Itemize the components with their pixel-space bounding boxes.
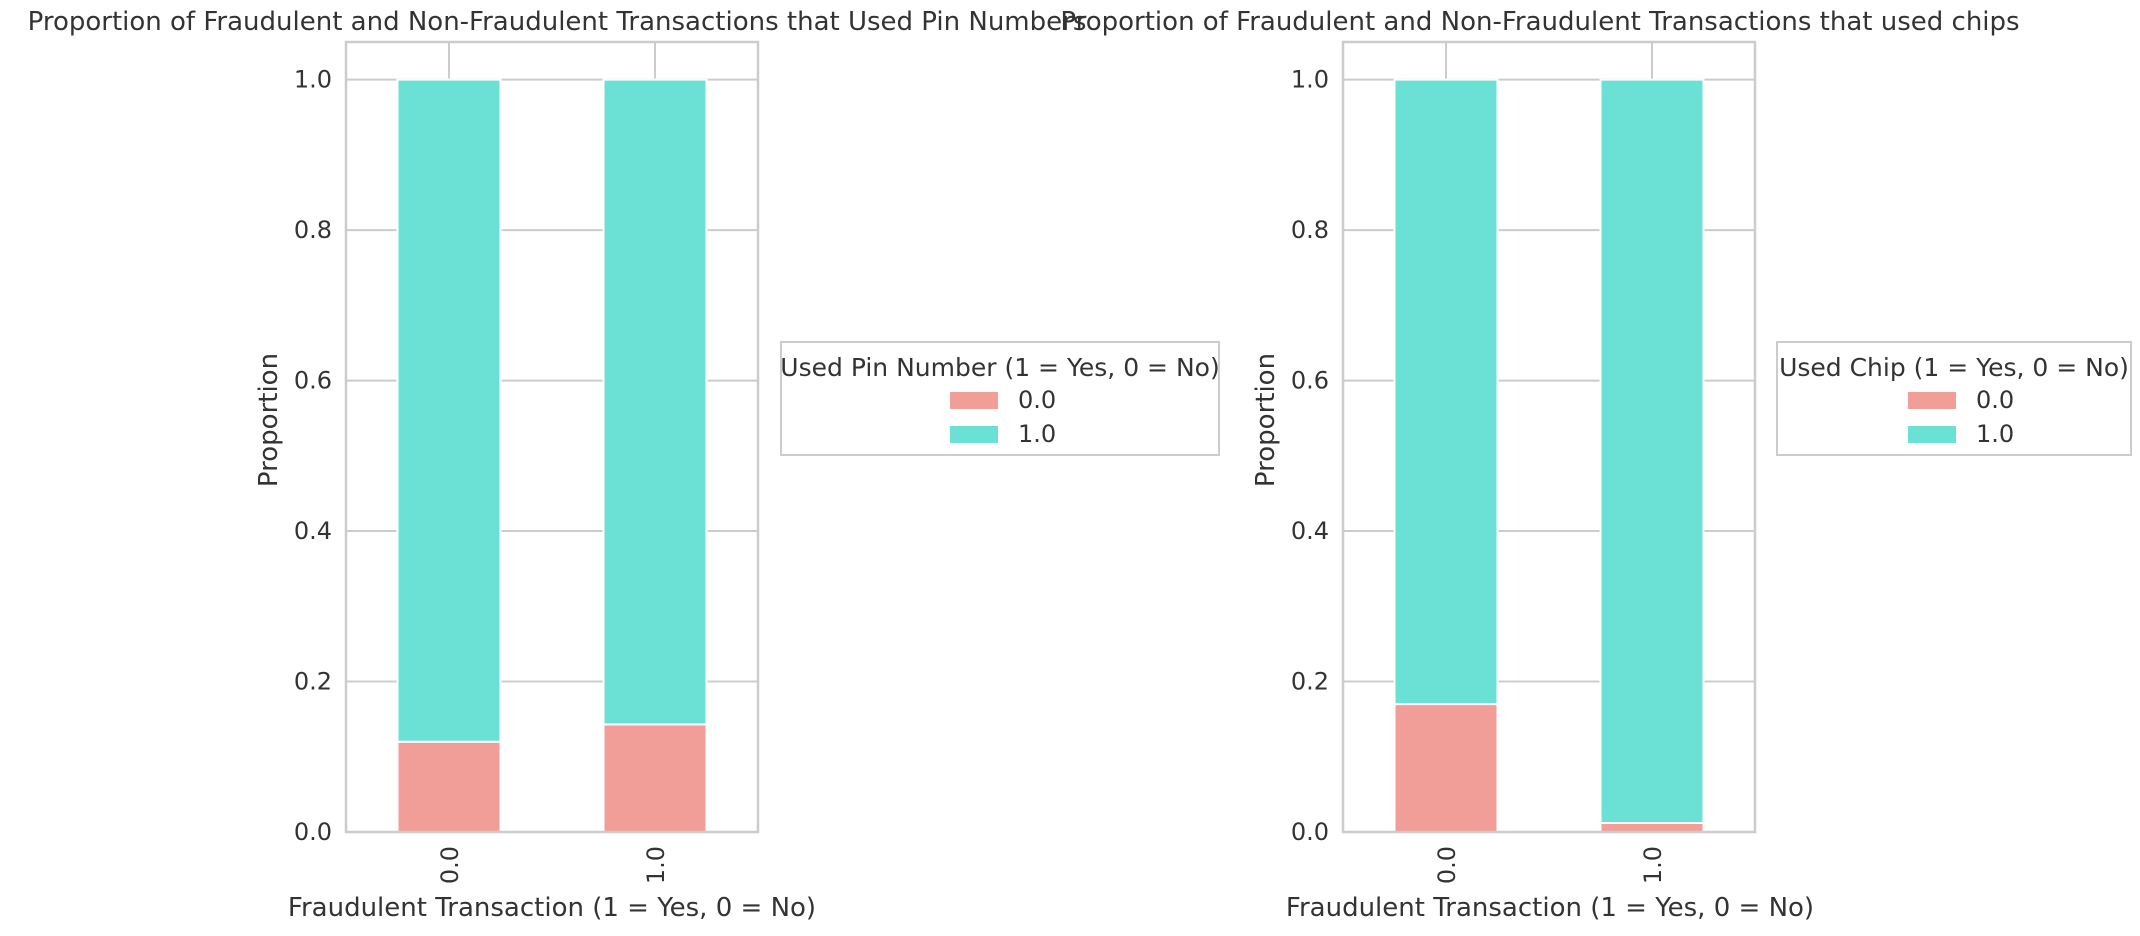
y-tick-label: 0.0 (294, 818, 332, 846)
legend-label-1: 1.0 (1018, 420, 1056, 448)
bar-segment-1.0-series-0.0 (602, 723, 708, 834)
legend-swatch-0 (1908, 392, 1956, 409)
legend-title: Used Chip (1 = Yes, 0 = No) (1779, 353, 2129, 382)
legend-label-1: 1.0 (1976, 420, 2014, 448)
x-tick-label: 0.0 (1433, 846, 1461, 884)
x-ticks: 0.0 1.0 (436, 846, 670, 884)
chart-pin-number: Proportion of Fraudulent and Non-Fraudul… (28, 7, 1220, 923)
y-tick-label: 0.8 (294, 216, 332, 244)
legend: Used Chip (1 = Yes, 0 = No) 0.0 1.0 (1776, 341, 2132, 456)
x-tick-label: 1.0 (642, 846, 670, 884)
chart-title: Proportion of Fraudulent and Non-Fraudul… (28, 7, 1087, 37)
y-tick-label: 0.2 (294, 668, 332, 696)
plot-frame (1341, 40, 1757, 834)
legend: Used Pin Number (1 = Yes, 0 = No) 0.0 1.… (780, 341, 1220, 456)
legend-swatch-1 (950, 426, 998, 443)
legend-swatch-1 (1908, 426, 1956, 443)
bar-segment-0.0-series-0.0 (396, 740, 502, 834)
legend-label-0: 0.0 (1976, 386, 2014, 414)
y-tick-label: 0.4 (1291, 517, 1329, 545)
bars (1393, 78, 1705, 834)
chart-title: Proportion of Fraudulent and Non-Fraudul… (1060, 7, 2019, 37)
y-ticks: 0.0 0.2 0.4 0.6 0.8 1.0 (1291, 66, 1329, 846)
y-tick-label: 0.6 (1291, 367, 1329, 395)
bars (396, 78, 708, 834)
y-tick-label: 0.6 (294, 367, 332, 395)
y-tick-label: 1.0 (1291, 66, 1329, 94)
legend-label-0: 0.0 (1018, 386, 1056, 414)
x-axis-label: Fraudulent Transaction (1 = Yes, 0 = No) (288, 893, 816, 923)
y-tick-label: 0.2 (1291, 668, 1329, 696)
y-axis-label: Proportion (1251, 353, 1281, 487)
bar-segment-1.0-series-1.0 (602, 78, 708, 726)
y-tick-label: 0.4 (294, 517, 332, 545)
bar-segment-1.0-series-1.0 (1599, 78, 1705, 824)
chart-chip: Proportion of Fraudulent and Non-Fraudul… (1060, 7, 2132, 923)
bar-segment-0.0-series-1.0 (1393, 78, 1499, 706)
plot-frame (344, 40, 760, 834)
bar-segment-1.0-series-0.0 (1599, 821, 1705, 834)
y-axis-label: Proportion (254, 353, 284, 487)
y-ticks: 0.0 0.2 0.4 0.6 0.8 1.0 (294, 66, 332, 846)
legend-title: Used Pin Number (1 = Yes, 0 = No) (780, 353, 1219, 382)
bar-segment-0.0-series-1.0 (396, 78, 502, 743)
bar-segment-0.0-series-0.0 (1393, 703, 1499, 833)
x-tick-label: 0.0 (436, 846, 464, 884)
y-tick-label: 0.8 (1291, 216, 1329, 244)
legend-box (780, 341, 1220, 456)
x-tick-label: 1.0 (1639, 846, 1667, 884)
x-axis-label: Fraudulent Transaction (1 = Yes, 0 = No) (1286, 893, 1814, 923)
legend-swatch-0 (950, 392, 998, 409)
y-tick-label: 1.0 (294, 66, 332, 94)
x-ticks: 0.0 1.0 (1433, 846, 1667, 884)
y-tick-label: 0.0 (1291, 818, 1329, 846)
